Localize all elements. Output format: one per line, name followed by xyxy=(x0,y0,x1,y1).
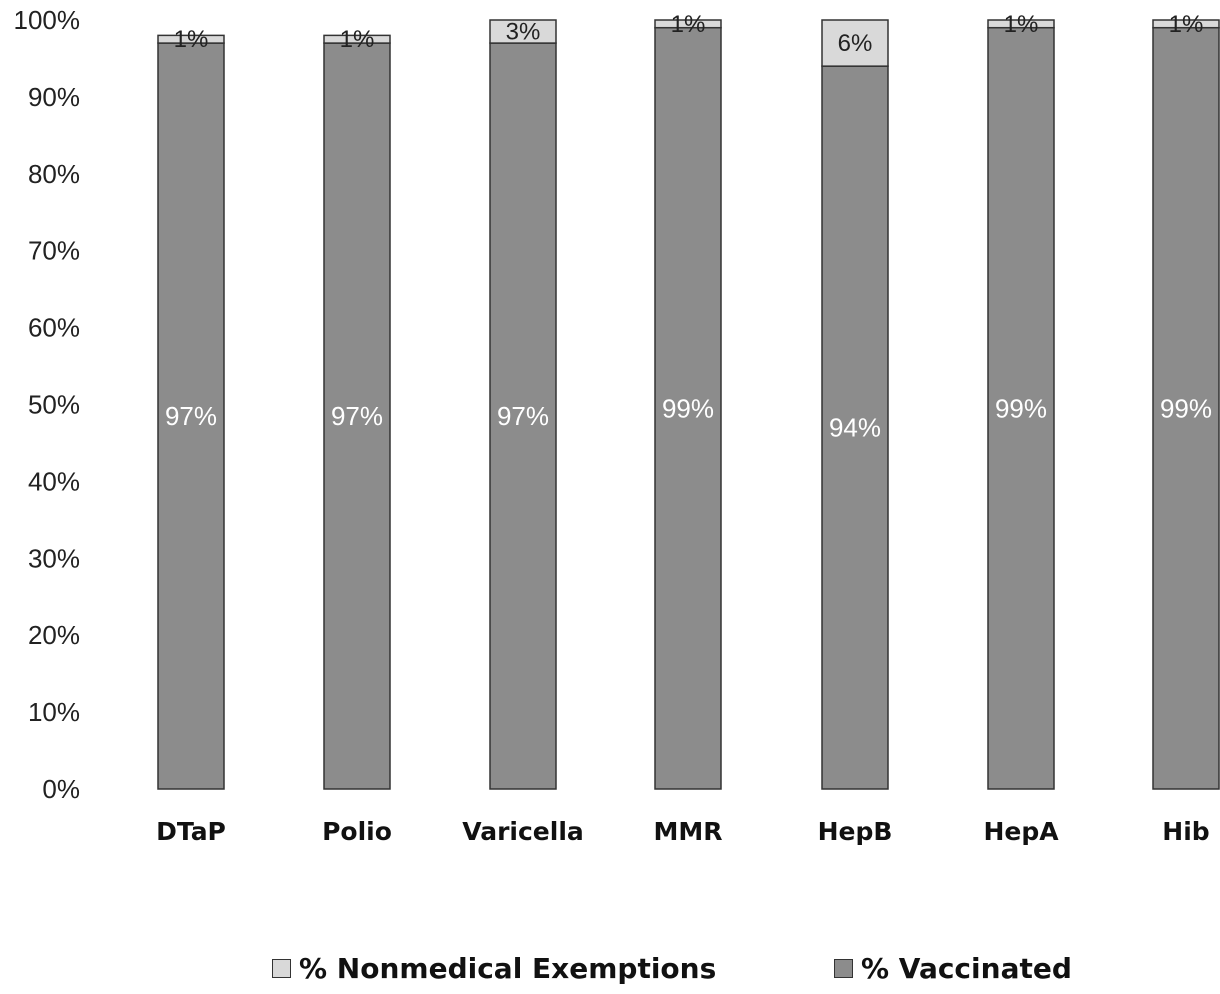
y-axis: 0% 10% 20% 30% 40% 50% 60% 70% 80% 90% 100% xyxy=(14,5,81,804)
legend-item-vaccinated: % Vaccinated xyxy=(834,952,1072,985)
y-tick-label: 60% xyxy=(28,313,80,343)
y-tick-label: 10% xyxy=(28,697,80,727)
y-tick-label: 50% xyxy=(28,390,80,420)
x-tick-label: Polio xyxy=(322,817,392,846)
x-axis: DTaP Polio Varicella MMR HepB HepA Hib xyxy=(156,817,1210,846)
y-tick-label: 30% xyxy=(28,543,80,573)
bar-nonmedical xyxy=(323,34,391,44)
x-tick-label: Varicella xyxy=(462,817,584,846)
x-tick-label: DTaP xyxy=(156,817,226,846)
bars: 97% 1% 97% 1% 97% 3% 99% 1% 94% 6% 99% 1% 99% 1% xyxy=(157,11,1220,790)
bar-vaccinated xyxy=(654,26,722,790)
legend-item-nonmedical: % Nonmedical Exemptions xyxy=(272,952,716,985)
data-label-vaccinated: 97% xyxy=(165,401,217,431)
x-tick-label: HepA xyxy=(983,817,1059,846)
data-label-nonmedical: 1% xyxy=(174,26,209,53)
bar-nonmedical xyxy=(821,19,889,67)
bar-vaccinated xyxy=(1152,26,1220,790)
data-label-vaccinated: 97% xyxy=(331,401,383,431)
data-label-nonmedical: 3% xyxy=(506,19,541,46)
y-tick-label: 80% xyxy=(28,159,80,189)
data-label-vaccinated: 94% xyxy=(829,413,881,443)
y-tick-label: 20% xyxy=(28,620,80,650)
x-tick-label: Hib xyxy=(1162,817,1209,846)
bar-vaccinated xyxy=(323,42,391,790)
y-tick-label: 100% xyxy=(14,5,81,35)
y-tick-label: 40% xyxy=(28,466,80,496)
legend: % Nonmedical Exemptions % Vaccinated xyxy=(0,952,1220,992)
legend-swatch-vaccinated xyxy=(834,959,853,978)
bar-vaccinated xyxy=(157,42,225,790)
data-label-vaccinated: 99% xyxy=(662,393,714,423)
x-tick-label: HepB xyxy=(818,817,893,846)
bar-nonmedical xyxy=(654,19,722,29)
data-label-nonmedical: 6% xyxy=(838,30,873,57)
bar-nonmedical xyxy=(987,19,1055,29)
y-tick-label: 70% xyxy=(28,236,80,266)
legend-label-nonmedical: % Nonmedical Exemptions xyxy=(299,952,717,985)
bar-nonmedical xyxy=(1152,19,1220,29)
data-label-nonmedical: 1% xyxy=(340,26,375,53)
data-label-vaccinated: 97% xyxy=(497,401,549,431)
stacked-bar-chart: 0%10%20%30%40%50%60%70%80%90%100% 97%1%9… xyxy=(14,5,1220,846)
bar-nonmedical xyxy=(157,34,225,44)
bar-nonmedical xyxy=(489,19,557,44)
legend-swatch-nonmedical xyxy=(272,959,291,978)
data-label-vaccinated: 99% xyxy=(995,393,1047,423)
x-tick-label: MMR xyxy=(653,817,722,846)
legend-label-vaccinated: % Vaccinated xyxy=(861,952,1072,985)
data-label-nonmedical: 1% xyxy=(1004,11,1039,38)
y-tick-label: 0% xyxy=(42,774,80,804)
y-tick-label: 90% xyxy=(28,82,80,112)
data-label-vaccinated: 99% xyxy=(1160,393,1212,423)
bar-vaccinated xyxy=(821,65,889,790)
data-label-nonmedical: 1% xyxy=(1169,11,1204,38)
data-label-nonmedical: 1% xyxy=(671,11,706,38)
bar-vaccinated xyxy=(489,42,557,790)
